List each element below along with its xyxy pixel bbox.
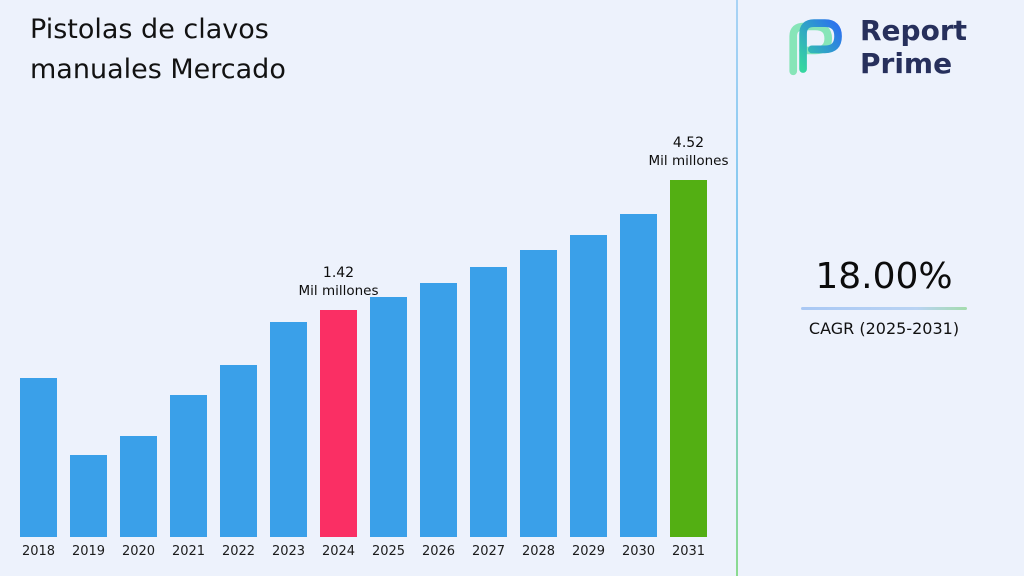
report-prime-logo-icon [778,10,850,84]
cagr-value: 18.00% [815,256,953,297]
bar-2027 [470,267,507,537]
bar-cell-2024: 2024 1.42 Mil millones [299,37,379,559]
bar-2018 [20,378,57,537]
x-axis-label-2018: 2018 [21,544,56,559]
x-axis-label-2024: 2024 [321,544,356,559]
bar-cell-2027: 2027 [470,37,507,559]
bar-cell-2029: 2029 [570,37,607,559]
annotation-unit-2031: Mil millones [648,153,729,169]
report-prime-logo-text: Report Prime [860,14,967,80]
annotation-value-2031: 4.52 [672,135,705,151]
bar-annotation-2024: 1.42 Mil millones [269,264,409,300]
report-prime-logo: Report Prime [778,10,967,84]
bar-cell-2028: 2028 [520,37,557,559]
section-divider [736,0,738,576]
page-title-line2: manuales Mercado [30,54,286,85]
x-axis-label-2020: 2020 [121,544,156,559]
cagr-label: CAGR (2025-2031) [808,319,960,338]
annotation-value-2024: 1.42 [322,265,355,281]
bar-cell-2021: 2021 [170,37,207,559]
bar-2028 [520,250,557,537]
bar-2029 [570,235,607,537]
x-axis-label-2022: 2022 [221,544,256,559]
logo-text-line1: Report [860,14,968,47]
cagr-underline [801,307,967,310]
bar-cell-2031: 2031 4.52 Mil millones [649,37,729,559]
x-axis-label-2029: 2029 [571,544,606,559]
x-axis-label-2031: 2031 [671,544,706,559]
annotation-unit-2024: Mil millones [298,283,379,299]
bar-2019 [70,455,107,537]
bar-2026 [420,283,457,537]
bar-2023 [270,322,307,537]
bar-cell-2020: 2020 [120,37,157,559]
x-axis-label-2023: 2023 [271,544,306,559]
cagr-block: 18.00% CAGR (2025-2031) [799,256,969,338]
bar-cell-2030: 2030 [620,37,657,559]
page-title: Pistolas de clavos manuales Mercado [30,10,286,90]
x-axis-label-2025: 2025 [371,544,406,559]
x-axis-label-2028: 2028 [521,544,556,559]
x-axis-label-2030: 2030 [621,544,656,559]
bar-cell-2026: 2026 [420,37,457,559]
bar-2024 [320,310,357,537]
bar-cell-2025: 2025 [370,37,407,559]
x-axis-label-2026: 2026 [421,544,456,559]
bar-2030 [620,214,657,537]
x-axis-label-2021: 2021 [171,544,206,559]
bar-2021 [170,395,207,537]
bar-cell-2018: 2018 [20,37,57,559]
bar-2031 [670,180,707,537]
x-axis-label-2027: 2027 [471,544,506,559]
bar-2022 [220,365,257,537]
bar-2020 [120,436,157,537]
bar-annotation-2031: 4.52 Mil millones [619,134,759,170]
x-axis-label-2019: 2019 [71,544,106,559]
page-title-line1: Pistolas de clavos [30,14,269,45]
bar-cell-2022: 2022 [220,37,257,559]
bar-cell-2023: 2023 [270,37,307,559]
bar-chart: 2018 2019 2020 2021 2022 2023 2024 1.42 Mil mill… [20,37,729,559]
logo-text-line2: Prime [860,47,953,80]
bar-cell-2019: 2019 [70,37,107,559]
bar-2025 [370,297,407,537]
